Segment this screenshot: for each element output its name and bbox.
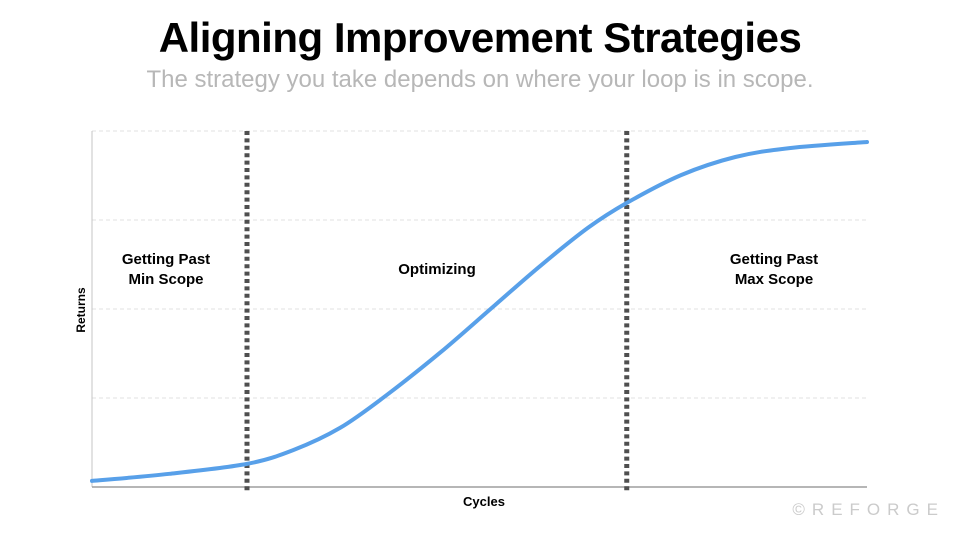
slide-subtitle: The strategy you take depends on where y… — [146, 66, 814, 93]
region-label-max-scope: Getting Past Max Scope — [729, 251, 819, 288]
x-axis-label: Cycles — [463, 494, 505, 509]
slide-title: Aligning Improvement Strategies — [158, 14, 802, 61]
reforge-logo: ©REFORGE — [792, 500, 945, 519]
region-label-optimizing: Optimizing — [398, 261, 476, 278]
region-label-min-scope: Getting Past Min Scope — [121, 251, 211, 288]
returns-curve — [90, 140, 869, 483]
y-axis-label: Returns — [74, 287, 88, 333]
